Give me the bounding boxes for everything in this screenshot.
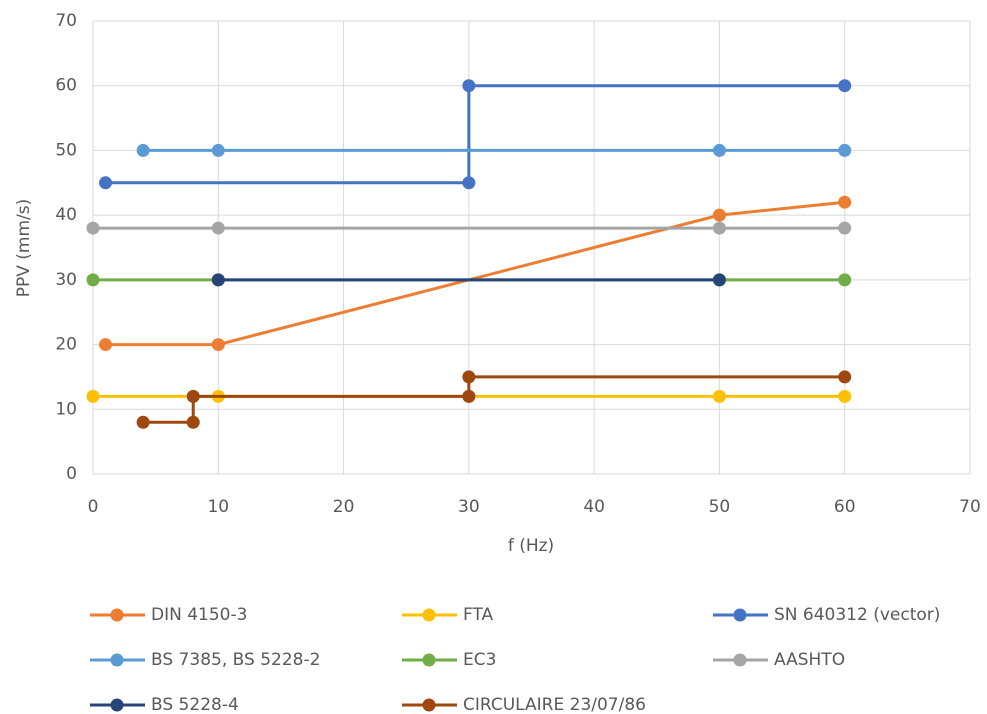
x-axis-label: f (Hz) bbox=[508, 536, 554, 556]
legend-label: DIN 4150-3 bbox=[151, 605, 247, 625]
data-point bbox=[838, 370, 852, 384]
y-tick-label: 50 bbox=[55, 140, 77, 160]
legend-marker bbox=[422, 698, 436, 712]
legend-marker bbox=[422, 653, 436, 667]
legend-marker bbox=[110, 698, 124, 712]
x-tick-label: 60 bbox=[834, 497, 856, 517]
x-tick-label: 50 bbox=[709, 497, 731, 517]
data-point bbox=[86, 273, 100, 287]
series-line bbox=[105, 84, 845, 185]
data-point bbox=[136, 415, 150, 429]
legend-label: BS 7385, BS 5228-2 bbox=[151, 650, 320, 670]
legend-label: AASHTO bbox=[774, 650, 845, 670]
data-point bbox=[712, 389, 726, 403]
y-tick-label: 0 bbox=[66, 464, 77, 484]
legend-marker bbox=[422, 608, 436, 622]
y-tick-label: 30 bbox=[55, 270, 77, 290]
data-point bbox=[838, 79, 852, 93]
data-point bbox=[838, 143, 852, 157]
series-line bbox=[143, 375, 845, 424]
legend-label: SN 640312 (vector) bbox=[774, 605, 940, 625]
data-point bbox=[462, 176, 476, 190]
data-point bbox=[86, 221, 100, 235]
data-point bbox=[99, 176, 113, 190]
data-point bbox=[86, 389, 100, 403]
legend-marker bbox=[733, 608, 747, 622]
x-tick-label: 10 bbox=[207, 497, 229, 517]
legend-label: EC3 bbox=[463, 650, 496, 670]
legend-marker bbox=[110, 608, 124, 622]
y-tick-label: 60 bbox=[55, 76, 77, 96]
data-point bbox=[838, 389, 852, 403]
x-tick-label: 70 bbox=[959, 497, 981, 517]
data-point bbox=[838, 221, 852, 235]
data-point bbox=[136, 143, 150, 157]
y-tick-label: 10 bbox=[55, 399, 77, 419]
data-point bbox=[462, 79, 476, 93]
data-point bbox=[211, 143, 225, 157]
data-point bbox=[462, 389, 476, 403]
data-point bbox=[211, 221, 225, 235]
data-point bbox=[211, 273, 225, 287]
y-tick-label: 20 bbox=[55, 335, 77, 355]
x-tick-label: 0 bbox=[88, 497, 99, 517]
legend-marker bbox=[733, 653, 747, 667]
data-point bbox=[462, 370, 476, 384]
data-point bbox=[712, 273, 726, 287]
y-tick-label: 40 bbox=[55, 205, 77, 225]
data-point bbox=[186, 389, 200, 403]
x-tick-label: 40 bbox=[583, 497, 605, 517]
x-tick-label: 30 bbox=[458, 497, 480, 517]
data-point bbox=[186, 415, 200, 429]
data-point bbox=[712, 208, 726, 222]
legend-label: CIRCULAIRE 23/07/86 bbox=[463, 695, 646, 714]
legend-label: BS 5228-4 bbox=[151, 695, 239, 714]
x-tick-label: 20 bbox=[333, 497, 355, 517]
data-point bbox=[712, 143, 726, 157]
y-axis-label: PPV (mm/s) bbox=[14, 199, 34, 298]
legend-marker bbox=[110, 653, 124, 667]
data-point bbox=[712, 221, 726, 235]
legend-label: FTA bbox=[463, 605, 494, 625]
data-point bbox=[99, 338, 113, 352]
data-point bbox=[838, 195, 852, 209]
data-point bbox=[838, 273, 852, 287]
y-tick-label: 70 bbox=[55, 11, 77, 31]
data-point bbox=[211, 338, 225, 352]
